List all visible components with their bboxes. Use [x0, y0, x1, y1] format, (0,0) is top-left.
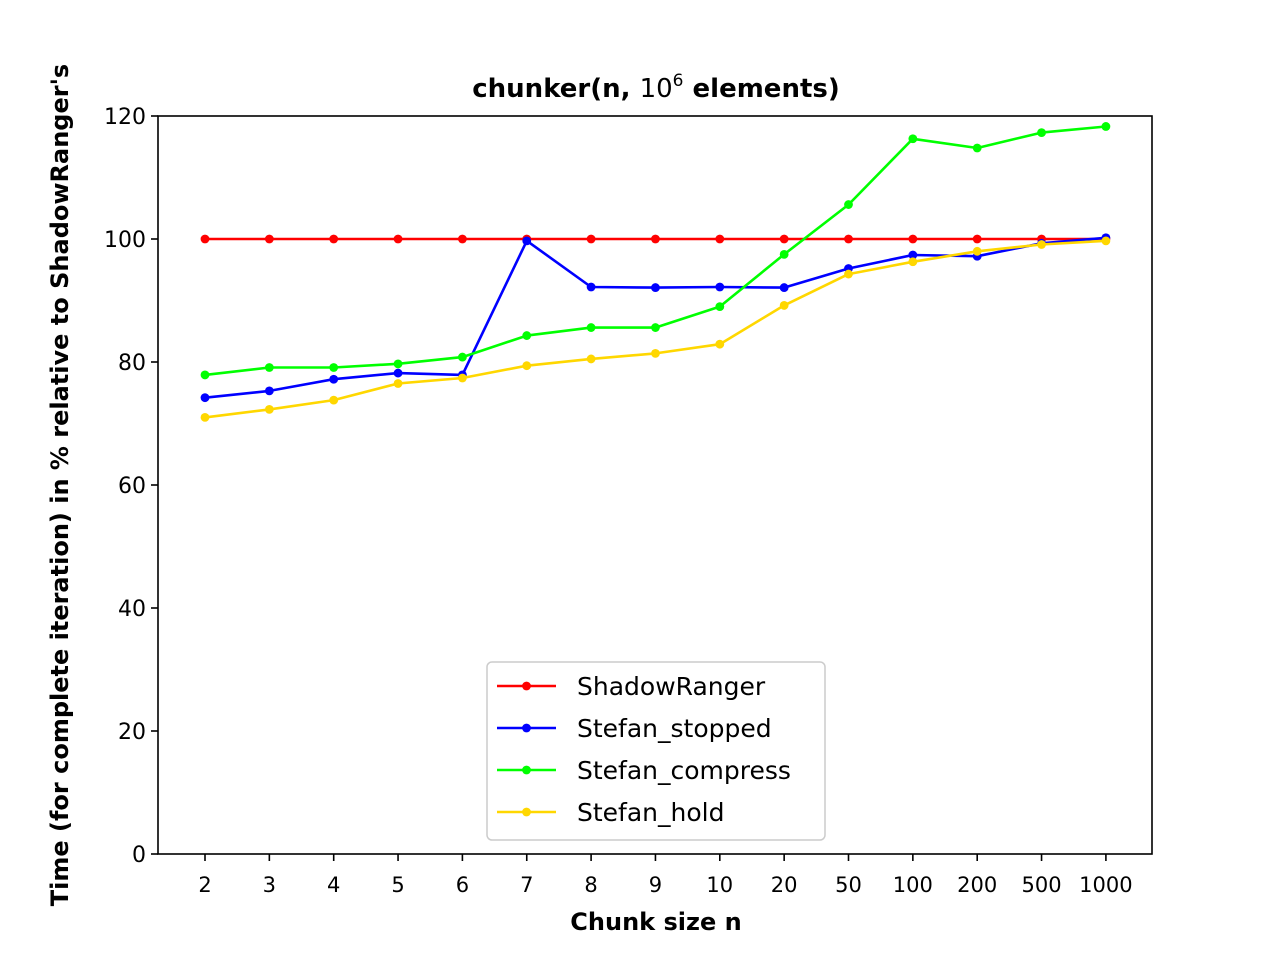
y-tick-label-80: 80	[118, 351, 146, 376]
y-tick-label-20: 20	[118, 720, 146, 745]
data-point-stefan-hold-9	[651, 348, 660, 358]
data-point-stefan-hold-8	[586, 354, 596, 364]
legend-marker-stefan-hold	[522, 807, 531, 817]
data-point-shadowranger-50	[844, 234, 853, 244]
data-point-stefan-hold-100	[908, 257, 918, 267]
data-point-stefan-stopped-8	[586, 282, 596, 292]
data-point-shadowranger-8	[586, 234, 596, 244]
data-point-stefan-hold-4	[329, 395, 339, 405]
x-tick-label-9: 9	[649, 873, 662, 897]
legend-marker-stefan-stopped	[522, 723, 531, 733]
legend-marker-shadowranger	[522, 681, 531, 691]
data-point-stefan-compress-4	[329, 363, 339, 372]
data-point-stefan-hold-7	[522, 361, 532, 371]
data-point-stefan-hold-20	[779, 301, 789, 310]
data-point-shadowranger-6	[458, 234, 467, 244]
chart-title: chunker(n, 106 elements)	[472, 71, 840, 104]
data-point-stefan-stopped-9	[651, 283, 660, 292]
x-tick-label-10: 10	[706, 873, 733, 897]
data-point-shadowranger-10	[715, 234, 725, 244]
data-point-stefan-compress-20	[779, 249, 789, 259]
y-tick-label-100: 100	[104, 228, 146, 253]
data-point-stefan-compress-50	[844, 200, 853, 209]
legend: ShadowRanger Stefan_stopped Stefan_compres…	[486, 661, 826, 841]
series-layer	[200, 122, 1111, 422]
data-point-stefan-compress-10	[715, 302, 725, 312]
x-tick-label-7: 7	[520, 873, 533, 897]
x-tick-label-2: 2	[198, 873, 211, 897]
data-point-stefan-compress-9	[651, 323, 660, 332]
data-point-shadowranger-100	[908, 234, 918, 244]
y-axis: 0 20 40 60 80 100 120	[104, 105, 158, 868]
data-point-stefan-hold-200	[972, 246, 982, 256]
x-tick-label-50: 50	[835, 873, 862, 897]
x-tick-label-20: 20	[771, 873, 798, 897]
chart-title-base: 10	[640, 74, 673, 104]
data-point-stefan-hold-2	[200, 412, 210, 422]
data-point-stefan-stopped-5	[393, 368, 403, 378]
y-tick-label-120: 120	[104, 105, 146, 130]
data-point-stefan-hold-3	[264, 404, 274, 414]
data-point-stefan-stopped-3	[264, 386, 274, 396]
data-point-stefan-hold-500	[1037, 240, 1046, 249]
data-point-stefan-compress-1000	[1101, 122, 1111, 131]
data-point-shadowranger-5	[393, 234, 403, 244]
chart-title-tail: elements)	[683, 74, 839, 104]
data-point-shadowranger-200	[972, 234, 982, 244]
x-tick-label-8: 8	[584, 873, 597, 897]
y-axis-label: Time (for complete iteration) in % relat…	[46, 64, 74, 906]
data-point-shadowranger-20	[779, 234, 789, 244]
data-point-stefan-stopped-20	[779, 283, 789, 292]
data-point-stefan-compress-6	[458, 352, 467, 362]
data-point-shadowranger-4	[329, 234, 339, 244]
data-point-stefan-hold-5	[393, 379, 403, 388]
legend-label-shadowranger: ShadowRanger	[577, 672, 766, 701]
y-tick-label-60: 60	[118, 474, 146, 499]
data-point-stefan-hold-50	[844, 269, 853, 279]
data-point-stefan-stopped-2	[200, 393, 210, 403]
x-axis-label: Chunk size n	[570, 908, 741, 936]
data-point-stefan-stopped-4	[329, 374, 339, 384]
x-tick-label-6: 6	[456, 873, 469, 897]
legend-marker-stefan-compress	[522, 765, 531, 775]
plot-frame	[157, 115, 1153, 855]
series-line-stefan-stopped	[204, 236, 1107, 399]
data-point-stefan-stopped-100	[908, 250, 918, 260]
legend-box	[486, 661, 826, 841]
legend-label-stefan-compress: Stefan_compress	[577, 756, 791, 785]
data-point-stefan-hold-1000	[1101, 236, 1111, 246]
data-point-stefan-hold-6	[458, 373, 467, 383]
data-point-stefan-compress-200	[972, 143, 982, 153]
x-axis: 2 3 4 5 6 7 8 9 10 20 50 100 200 500 1000	[198, 854, 1133, 897]
x-tick-label-500: 500	[1022, 873, 1062, 897]
data-point-stefan-compress-3	[264, 363, 274, 372]
data-point-stefan-compress-2	[200, 370, 210, 380]
data-point-stefan-compress-7	[522, 331, 532, 340]
x-tick-label-4: 4	[327, 873, 340, 897]
data-point-stefan-compress-500	[1037, 128, 1046, 138]
data-point-stefan-hold-10	[715, 339, 725, 349]
data-point-stefan-compress-8	[586, 323, 596, 332]
chart-title-main: chunker(n,	[472, 74, 639, 104]
x-tick-label-3: 3	[263, 873, 276, 897]
y-tick-label-40: 40	[118, 597, 146, 622]
data-point-stefan-compress-100	[908, 134, 918, 144]
series-line-stefan-compress	[204, 125, 1107, 377]
data-point-stefan-stopped-10	[715, 282, 725, 292]
chart-title-exponent: 6	[673, 71, 684, 91]
x-tick-label-1000: 1000	[1079, 873, 1132, 897]
data-point-shadowranger-3	[264, 234, 274, 244]
data-point-shadowranger-9	[651, 234, 660, 244]
data-point-stefan-compress-5	[393, 359, 403, 369]
data-point-shadowranger-2	[200, 234, 210, 244]
data-point-stefan-stopped-7	[522, 236, 532, 246]
x-tick-label-5: 5	[391, 873, 404, 897]
legend-label-stefan-hold: Stefan_hold	[577, 798, 724, 827]
y-tick-label-0: 0	[132, 843, 146, 868]
x-tick-label-100: 100	[893, 873, 933, 897]
x-tick-label-200: 200	[957, 873, 997, 897]
legend-label-stefan-stopped: Stefan_stopped	[577, 714, 772, 743]
